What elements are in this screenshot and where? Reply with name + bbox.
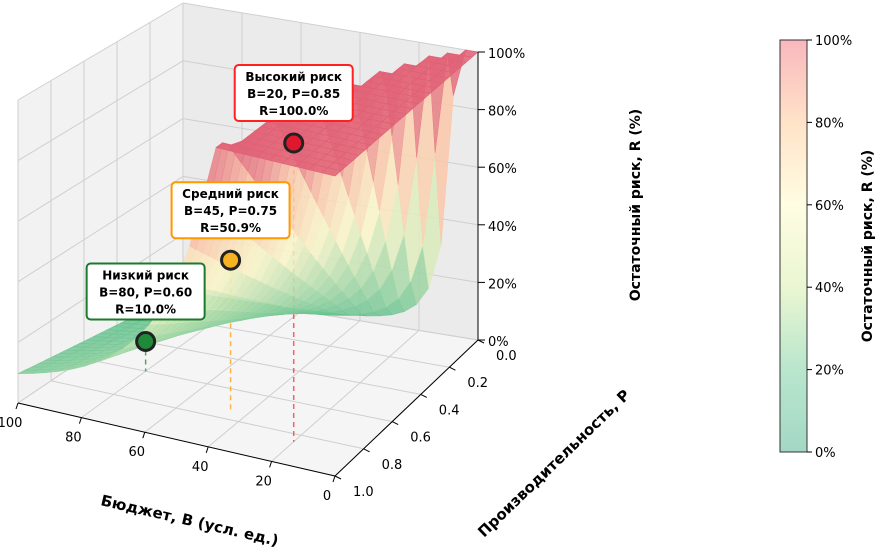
x-axis-title: Бюджет, B (усл. ед.) bbox=[99, 491, 280, 548]
colorbar-tick-label: 20% bbox=[815, 364, 844, 379]
annotation-value: R=10.0% bbox=[115, 303, 176, 317]
z-tick-label: 20% bbox=[488, 277, 517, 292]
x-tick-label: 0 bbox=[323, 489, 331, 504]
annotation-params: B=80, P=0.60 bbox=[99, 286, 192, 300]
colorbar-tick-label: 80% bbox=[815, 116, 844, 131]
y-tick bbox=[420, 393, 428, 398]
x-axis-line bbox=[17, 402, 336, 477]
y-tick-label: 1.0 bbox=[353, 485, 374, 500]
colorbar-tick-label: 40% bbox=[815, 281, 844, 296]
y-tick-label: 0.4 bbox=[439, 403, 460, 418]
risk-point-marker bbox=[283, 132, 305, 154]
annotation-title: Высокий риск bbox=[245, 70, 342, 84]
risk-point-marker bbox=[220, 249, 242, 271]
x-tick bbox=[15, 402, 19, 410]
x-tick-label: 80 bbox=[65, 431, 82, 446]
gridline bbox=[50, 380, 364, 450]
z-tick-label: 0% bbox=[488, 335, 509, 350]
risk-annotation: Средний риск B=45, P=0.75 R=50.9% bbox=[170, 181, 291, 240]
gridline bbox=[144, 310, 302, 433]
colorbar-tick-label: 0% bbox=[815, 446, 836, 461]
x-tick bbox=[205, 446, 209, 453]
axes: 100 80 60 40 20 0 0.0 0.2 0.4 0.6 0.8 1.0 0% 20% 40% 60… bbox=[0, 47, 525, 504]
gridline bbox=[17, 60, 184, 162]
z-tick-label: 100% bbox=[488, 47, 525, 62]
x-tick bbox=[332, 475, 336, 483]
colorbar: 0% 20% 40% 60% 80% 100% Остаточный риск, R (%… bbox=[779, 34, 876, 461]
y-tick-label: 0.2 bbox=[467, 376, 488, 391]
annotation-value: R=50.9% bbox=[200, 221, 261, 235]
y-tick bbox=[391, 421, 399, 426]
colorbar-tick-label: 60% bbox=[815, 199, 844, 214]
risk-point-marker bbox=[135, 331, 157, 353]
y-tick-label: 0.6 bbox=[410, 431, 431, 446]
y-axis-line bbox=[334, 339, 479, 477]
x-tick-label: 20 bbox=[255, 474, 272, 489]
z-tick-label: 80% bbox=[488, 105, 517, 120]
z-axis-title: Остаточный риск, R (%) bbox=[628, 109, 644, 301]
risk-annotation: Низкий риск B=80, P=0.60 R=10.0% bbox=[85, 262, 206, 321]
colorbar-tick-label: 100% bbox=[815, 34, 852, 49]
colorbar-title: Остаточный риск, R (%) bbox=[860, 150, 876, 342]
y-axis-title: Производительность, P bbox=[474, 386, 633, 541]
y-tick bbox=[449, 366, 456, 371]
y-tick-label: 0.8 bbox=[382, 458, 403, 473]
annotation-params: B=20, P=0.85 bbox=[247, 87, 340, 101]
z-tick-label: 60% bbox=[488, 162, 517, 177]
x-tick bbox=[78, 417, 82, 424]
gridline bbox=[17, 118, 184, 222]
annotation-title: Средний риск bbox=[182, 187, 279, 201]
x-tick-label: 60 bbox=[129, 445, 146, 460]
surface-patch bbox=[321, 167, 342, 177]
gridline bbox=[271, 330, 420, 462]
x-tick bbox=[269, 461, 273, 468]
colorbar-gradient bbox=[779, 39, 808, 453]
annotation-box bbox=[170, 181, 291, 240]
annotation-box bbox=[233, 64, 354, 123]
x-tick-label: 100 bbox=[0, 416, 22, 431]
gridline bbox=[17, 175, 184, 283]
gridline bbox=[83, 358, 393, 423]
annotation-value: R=100.0% bbox=[259, 104, 328, 118]
risk-annotation: Высокий риск B=20, P=0.85 R=100.0% bbox=[233, 64, 354, 123]
y-tick bbox=[363, 448, 370, 453]
y-tick-label: 0.0 bbox=[496, 349, 517, 364]
x-tick-label: 40 bbox=[192, 460, 209, 475]
x-tick bbox=[142, 432, 146, 439]
y-tick bbox=[334, 475, 342, 480]
z-tick-label: 40% bbox=[488, 220, 517, 235]
gridline bbox=[116, 335, 421, 395]
annotation-params: B=45, P=0.75 bbox=[184, 204, 277, 218]
risk-points: Низкий риск B=80, P=0.60 R=10.0% Средний ри… bbox=[85, 64, 354, 353]
annotation-box bbox=[85, 262, 206, 321]
gridline bbox=[182, 2, 479, 53]
gridline bbox=[17, 2, 184, 101]
gridline bbox=[207, 320, 361, 448]
annotation-title: Низкий риск bbox=[102, 269, 189, 283]
